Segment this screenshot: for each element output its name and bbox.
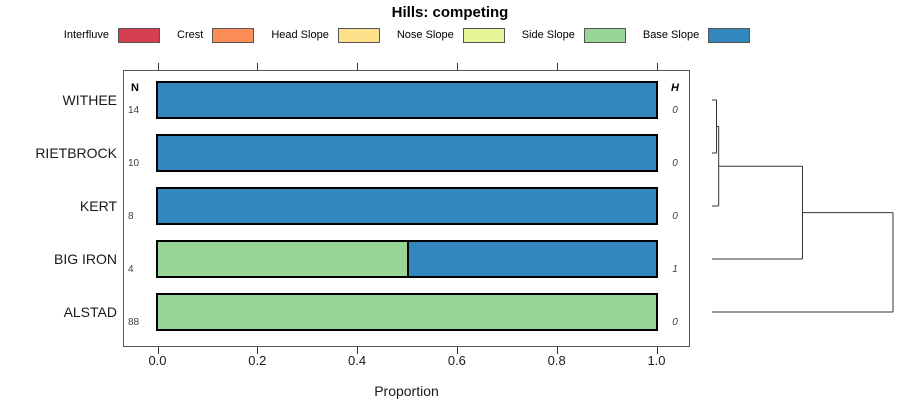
bar-rietbrock <box>156 134 658 172</box>
x-axis-title: Proportion <box>374 383 439 399</box>
bar-segment-side-slope <box>158 242 407 276</box>
legend-swatch <box>118 27 161 43</box>
x-tick-label: 1.0 <box>647 353 666 368</box>
legend-item-nose-slope: Nose Slope <box>396 27 505 43</box>
legend-swatch <box>583 27 626 43</box>
n-value: 88 <box>128 317 140 328</box>
bar-withee <box>156 81 658 119</box>
legend-swatch <box>337 27 380 43</box>
x-tick-top <box>456 63 458 70</box>
legend-item-crest: Crest <box>177 27 255 43</box>
x-tick-bottom <box>456 347 458 354</box>
bar-segment-base-slope <box>158 136 656 170</box>
bar-segment-base-slope <box>158 83 656 117</box>
n-value: 8 <box>128 211 134 222</box>
n-value: 14 <box>128 105 140 116</box>
n-column-header: N <box>131 82 139 94</box>
legend-label: Side Slope <box>521 29 575 41</box>
legend-swatch <box>462 27 505 43</box>
h-value: 0 <box>672 317 678 328</box>
h-value: 0 <box>672 211 678 222</box>
y-axis-label-alstad: ALSTAD <box>63 304 117 320</box>
h-value: 1 <box>672 264 678 275</box>
h-value: 0 <box>672 105 678 116</box>
legend-label: Interfluve <box>63 29 110 41</box>
x-tick-label: 0.4 <box>348 353 367 368</box>
x-tick-bottom <box>157 347 159 354</box>
x-tick-label: 0.8 <box>547 353 566 368</box>
legend: Interfluve Crest Head Slope Nose Slope Side … <box>0 26 814 44</box>
bar-alstad <box>156 293 658 331</box>
legend-swatch <box>708 27 751 43</box>
h-column-header: H <box>671 82 679 94</box>
n-value: 4 <box>128 264 134 275</box>
bar-big-iron <box>156 240 658 278</box>
x-tick-top <box>157 63 159 70</box>
x-tick-top <box>556 63 558 70</box>
x-tick-label: 0.0 <box>148 353 167 368</box>
y-axis-label-big-iron: BIG IRON <box>53 251 117 267</box>
bar-segment-side-slope <box>158 295 656 329</box>
x-tick-label: 0.2 <box>248 353 267 368</box>
legend-item-head-slope: Head Slope <box>271 27 380 43</box>
x-tick-bottom <box>257 347 259 354</box>
legend-label: Head Slope <box>271 29 329 41</box>
x-tick-bottom <box>656 347 658 354</box>
legend-item-interfluve: Interfluve <box>63 27 161 43</box>
n-value: 10 <box>128 158 140 169</box>
y-axis-label-rietbrock: RIETBROCK <box>35 145 117 161</box>
legend-swatch <box>212 27 255 43</box>
bar-segment-base-slope <box>158 189 656 223</box>
x-tick-top <box>656 63 658 70</box>
legend-item-side-slope: Side Slope <box>521 27 626 43</box>
x-tick-top <box>257 63 259 70</box>
x-tick-bottom <box>357 347 359 354</box>
x-tick-bottom <box>556 347 558 354</box>
x-tick-top <box>357 63 359 70</box>
h-value: 0 <box>672 158 678 169</box>
y-axis-label-withee: WITHEE <box>62 92 117 108</box>
legend-item-base-slope: Base Slope <box>642 27 751 43</box>
bar-kert <box>156 187 658 225</box>
legend-label: Nose Slope <box>396 29 454 41</box>
y-axis-label-kert: KERT <box>79 198 117 214</box>
legend-label: Base Slope <box>642 29 700 41</box>
chart-title: Hills: competing <box>391 4 509 21</box>
x-tick-label: 0.6 <box>447 353 466 368</box>
bar-segment-base-slope <box>407 242 656 276</box>
legend-label: Crest <box>177 29 204 41</box>
